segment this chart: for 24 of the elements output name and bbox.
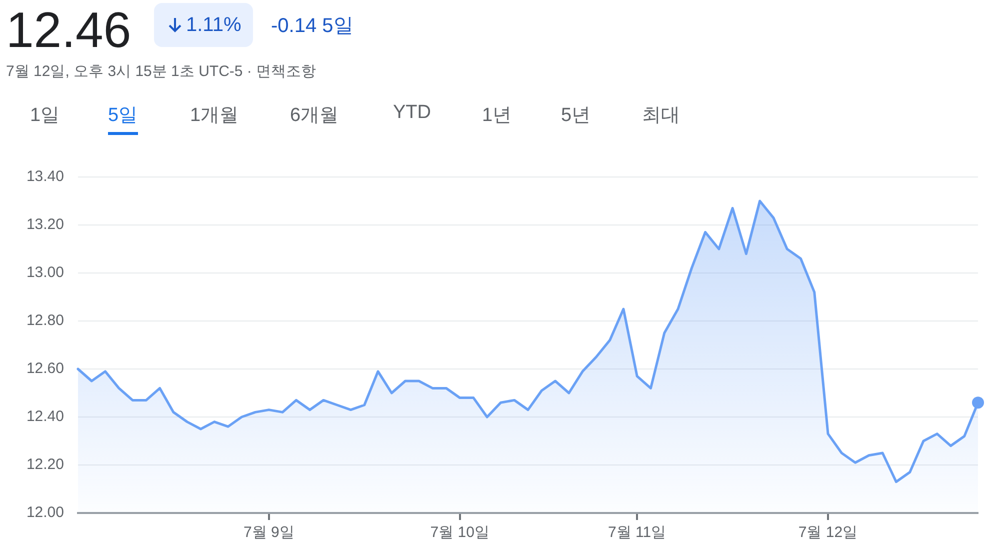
text: 1.11% xyxy=(186,14,242,36)
text: 1개월 xyxy=(190,104,239,128)
text: -0.14 5일 xyxy=(271,14,354,39)
text: 1일 xyxy=(30,104,60,128)
chart-subtitle: 7월 12일, 오후 3시 15분 1초 UTC-5 · 면책조항 xyxy=(6,62,316,81)
y-tick-label: 12.00 xyxy=(26,504,64,522)
y-tick-label: 12.40 xyxy=(26,408,64,426)
text: 6개월 xyxy=(290,104,339,128)
y-tick-label: 12.20 xyxy=(26,456,64,474)
x-tick-label: 7월 11일 xyxy=(608,524,666,542)
x-tick-label: 7월 12일 xyxy=(798,524,858,542)
text: 5년 xyxy=(561,104,591,128)
chart-title: 12.46 xyxy=(6,2,132,58)
text: 최대 xyxy=(642,104,680,128)
y-tick-label: 12.80 xyxy=(26,312,64,330)
y-tick-label: 13.20 xyxy=(26,216,64,234)
y-tick-label: 13.40 xyxy=(26,168,64,186)
text: 1년 xyxy=(482,104,512,128)
x-tick-label: 7월 10일 xyxy=(430,524,490,542)
x-tick-label: 7월 9일 xyxy=(243,524,294,542)
y-tick-label: 13.00 xyxy=(26,264,64,282)
text: 5일 xyxy=(108,102,138,135)
text: YTD xyxy=(393,102,431,124)
y-tick-label: 12.60 xyxy=(26,360,64,378)
